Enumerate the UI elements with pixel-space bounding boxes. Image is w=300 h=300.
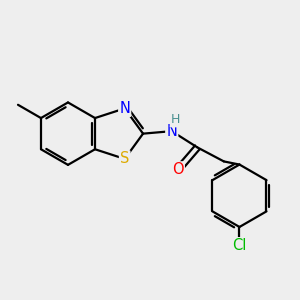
Text: Cl: Cl bbox=[232, 238, 247, 253]
Text: N: N bbox=[119, 101, 130, 116]
Text: O: O bbox=[172, 162, 184, 177]
Text: N: N bbox=[166, 124, 177, 139]
Text: S: S bbox=[120, 152, 129, 166]
Text: H: H bbox=[171, 113, 180, 126]
